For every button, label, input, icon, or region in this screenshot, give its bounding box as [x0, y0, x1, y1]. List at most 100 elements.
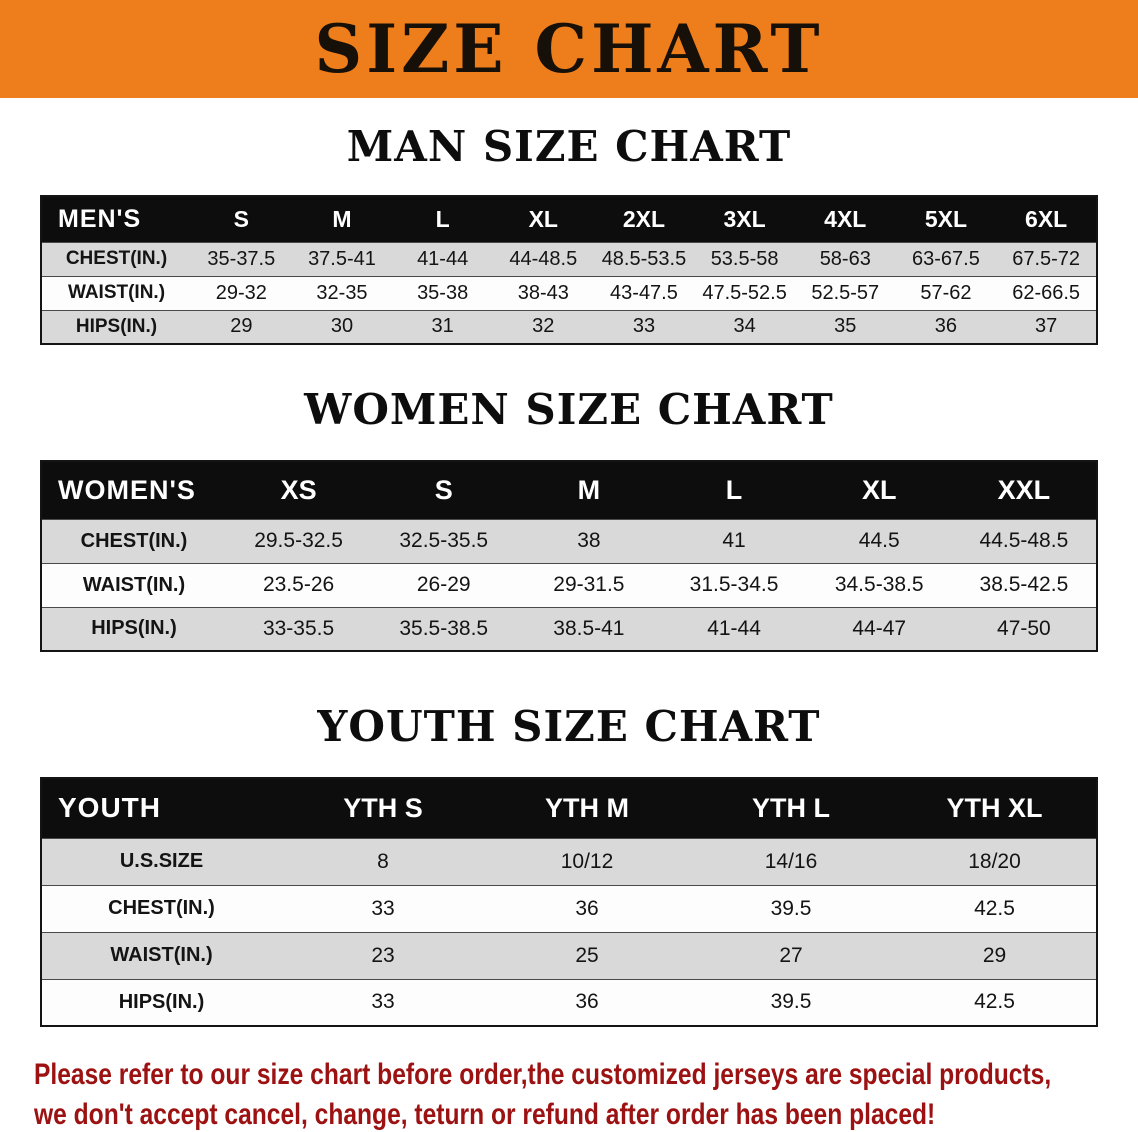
size-header-cell: 2XL — [593, 196, 695, 242]
size-value-cell: 38.5-41 — [516, 607, 662, 651]
size-header-cell: XXL — [951, 461, 1097, 519]
youth-chest-row: CHEST(IN.) 33 36 39.5 42.5 — [41, 885, 1097, 932]
size-value-cell: 23.5-26 — [226, 563, 372, 607]
size-value-cell: 62-66.5 — [996, 276, 1097, 310]
row-label: CHEST(IN.) — [41, 885, 281, 932]
size-value-cell: 38.5-42.5 — [951, 563, 1097, 607]
size-value-cell: 37 — [996, 310, 1097, 344]
size-value-cell: 33 — [281, 885, 485, 932]
youth-ussize-row: U.S.SIZE 8 10/12 14/16 18/20 — [41, 838, 1097, 885]
size-value-cell: 48.5-53.5 — [593, 242, 695, 276]
women-chest-row: CHEST(IN.) 29.5-32.5 32.5-35.5 38 41 44.… — [41, 519, 1097, 563]
size-value-cell: 53.5-58 — [694, 242, 795, 276]
size-value-cell: 32 — [492, 310, 594, 344]
size-value-cell: 43-47.5 — [593, 276, 695, 310]
men-header-row: MEN'S S M L XL 2XL 3XL 4XL 5XL 6XL — [41, 196, 1097, 242]
size-value-cell: 29 — [893, 932, 1097, 979]
size-value-cell: 41-44 — [661, 607, 807, 651]
size-value-cell: 32-35 — [291, 276, 393, 310]
row-label: CHEST(IN.) — [41, 242, 191, 276]
women-hips-row: HIPS(IN.) 33-35.5 35.5-38.5 38.5-41 41-4… — [41, 607, 1097, 651]
men-waist-row: WAIST(IN.) 29-32 32-35 35-38 38-43 43-47… — [41, 276, 1097, 310]
size-value-cell: 8 — [281, 838, 485, 885]
size-value-cell: 30 — [291, 310, 393, 344]
size-header-cell: YTH S — [281, 778, 485, 838]
size-value-cell: 29 — [191, 310, 292, 344]
size-header-cell: L — [661, 461, 807, 519]
size-value-cell: 31.5-34.5 — [661, 563, 807, 607]
size-value-cell: 35-37.5 — [191, 242, 292, 276]
row-label: CHEST(IN.) — [41, 519, 226, 563]
size-value-cell: 29-31.5 — [516, 563, 662, 607]
size-value-cell: 36 — [485, 885, 689, 932]
size-value-cell: 35.5-38.5 — [371, 607, 517, 651]
size-header-cell: M — [291, 196, 393, 242]
size-value-cell: 44.5-48.5 — [951, 519, 1097, 563]
youth-section-title: YOUTH SIZE CHART — [317, 702, 821, 751]
size-value-cell: 10/12 — [485, 838, 689, 885]
size-value-cell: 35 — [794, 310, 896, 344]
size-value-cell: 37.5-41 — [291, 242, 393, 276]
youth-waist-row: WAIST(IN.) 23 25 27 29 — [41, 932, 1097, 979]
women-section-title: WOMEN SIZE CHART — [304, 385, 834, 434]
women-header-row: WOMEN'S XS S M L XL XXL — [41, 461, 1097, 519]
size-value-cell: 36 — [485, 979, 689, 1026]
size-value-cell: 44-47 — [806, 607, 952, 651]
size-header-cell: YTH XL — [893, 778, 1097, 838]
row-label: HIPS(IN.) — [41, 310, 191, 344]
size-value-cell: 23 — [281, 932, 485, 979]
row-label: HIPS(IN.) — [41, 979, 281, 1026]
size-value-cell: 67.5-72 — [996, 242, 1097, 276]
size-value-cell: 41 — [661, 519, 807, 563]
size-value-cell: 31 — [392, 310, 493, 344]
size-value-cell: 35-38 — [392, 276, 493, 310]
men-size-table: MEN'S S M L XL 2XL 3XL 4XL 5XL 6XL CHEST… — [40, 195, 1098, 345]
size-header-cell: L — [392, 196, 493, 242]
size-value-cell: 52.5-57 — [794, 276, 896, 310]
size-value-cell: 38-43 — [492, 276, 594, 310]
footer-note: Please refer to our size chart before or… — [34, 1055, 1138, 1132]
row-label: U.S.SIZE — [41, 838, 281, 885]
youth-header-row: YOUTH YTH S YTH M YTH L YTH XL — [41, 778, 1097, 838]
women-table-label: WOMEN'S — [41, 461, 226, 519]
size-value-cell: 58-63 — [794, 242, 896, 276]
size-header-cell: 4XL — [794, 196, 896, 242]
size-value-cell: 34.5-38.5 — [806, 563, 952, 607]
size-header-cell: YTH M — [485, 778, 689, 838]
size-header-cell: 5XL — [895, 196, 997, 242]
women-waist-row: WAIST(IN.) 23.5-26 26-29 29-31.5 31.5-34… — [41, 563, 1097, 607]
men-chest-row: CHEST(IN.) 35-37.5 37.5-41 41-44 44-48.5… — [41, 242, 1097, 276]
footer-note-line-2: we don't accept cancel, change, teturn o… — [34, 1097, 936, 1131]
men-section-title: MAN SIZE CHART — [346, 122, 792, 171]
size-value-cell: 33-35.5 — [226, 607, 372, 651]
size-value-cell: 63-67.5 — [895, 242, 997, 276]
page-title: SIZE CHART — [314, 10, 824, 88]
row-label: HIPS(IN.) — [41, 607, 226, 651]
row-label: WAIST(IN.) — [41, 932, 281, 979]
size-value-cell: 42.5 — [893, 885, 1097, 932]
size-value-cell: 39.5 — [689, 885, 893, 932]
footer-note-line-1: Please refer to our size chart before or… — [34, 1058, 1052, 1091]
size-header-cell: XL — [806, 461, 952, 519]
youth-table-label: YOUTH — [41, 778, 281, 838]
size-value-cell: 29.5-32.5 — [226, 519, 372, 563]
size-value-cell: 38 — [516, 519, 662, 563]
size-value-cell: 36 — [895, 310, 997, 344]
size-value-cell: 25 — [485, 932, 689, 979]
size-value-cell: 32.5-35.5 — [371, 519, 517, 563]
size-header-cell: 3XL — [694, 196, 795, 242]
size-value-cell: 47.5-52.5 — [694, 276, 795, 310]
size-header-cell: S — [371, 461, 517, 519]
size-value-cell: 44-48.5 — [492, 242, 594, 276]
row-label: WAIST(IN.) — [41, 276, 191, 310]
size-value-cell: 29-32 — [191, 276, 292, 310]
size-header-cell: M — [516, 461, 662, 519]
men-table-label: MEN'S — [41, 196, 191, 242]
youth-size-table: YOUTH YTH S YTH M YTH L YTH XL U.S.SIZE … — [40, 777, 1098, 1027]
size-value-cell: 57-62 — [895, 276, 997, 310]
size-header-cell: S — [191, 196, 292, 242]
size-value-cell: 14/16 — [689, 838, 893, 885]
size-value-cell: 44.5 — [806, 519, 952, 563]
men-hips-row: HIPS(IN.) 29 30 31 32 33 34 35 36 37 — [41, 310, 1097, 344]
